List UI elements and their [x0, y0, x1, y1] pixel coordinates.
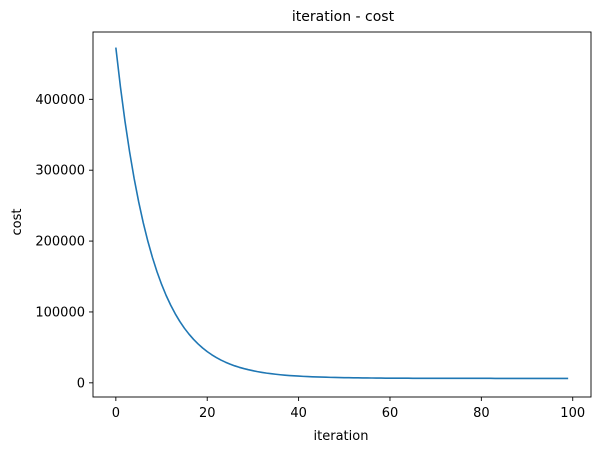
y-tick-label: 0 — [77, 376, 85, 391]
x-tick-label: 40 — [290, 406, 307, 421]
x-tick-label: 60 — [382, 406, 399, 421]
y-tick-label: 300000 — [35, 164, 85, 179]
chart-title: iteration - cost — [292, 9, 395, 25]
x-axis-label: iteration — [314, 429, 369, 444]
y-tick-label: 100000 — [35, 305, 85, 320]
y-tick-label: 200000 — [35, 235, 85, 250]
series-line-0 — [115, 47, 569, 380]
plot-area — [115, 47, 569, 380]
x-axis: 0 20 40 60 80 100 — [112, 397, 585, 421]
y-tick-label: 400000 — [35, 93, 85, 108]
y-axis-label: cost — [10, 209, 25, 236]
x-tick-label: 100 — [560, 406, 585, 421]
x-tick-label: 80 — [473, 406, 490, 421]
x-tick-label: 0 — [112, 406, 120, 421]
x-tick-label: 20 — [199, 406, 216, 421]
plot-frame — [92, 31, 592, 398]
y-axis: 0 100000 200000 300000 400000 — [35, 93, 93, 391]
